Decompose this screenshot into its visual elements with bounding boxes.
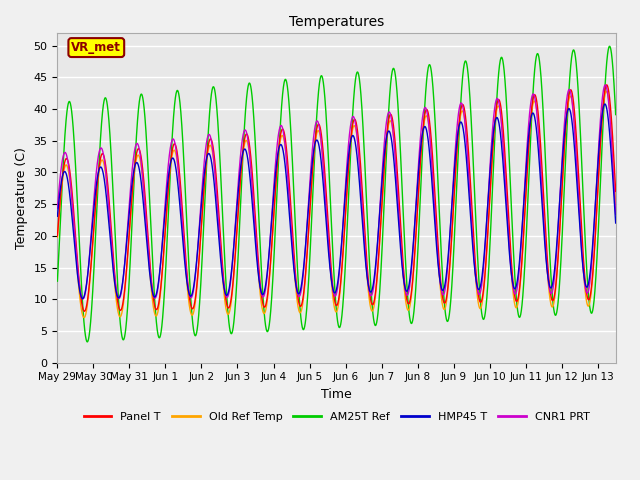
Y-axis label: Temperature (C): Temperature (C) [15, 147, 28, 249]
Legend: Panel T, Old Ref Temp, AM25T Ref, HMP45 T, CNR1 PRT: Panel T, Old Ref Temp, AM25T Ref, HMP45 … [79, 408, 594, 427]
X-axis label: Time: Time [321, 388, 352, 401]
Title: Temperatures: Temperatures [289, 15, 384, 29]
Text: VR_met: VR_met [71, 41, 121, 54]
